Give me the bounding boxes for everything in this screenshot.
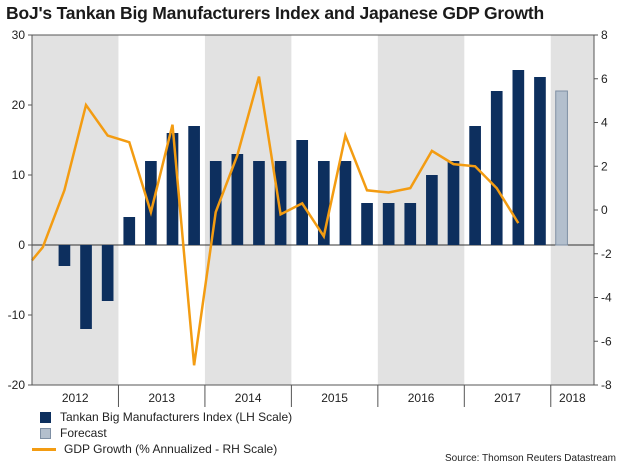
legend-swatch-forecast <box>40 427 51 439</box>
bar-tankan-2014Q3 <box>253 161 265 245</box>
bar-forecast-2018Q1 <box>555 90 568 246</box>
legend-item-tankan: Tankan Big Manufacturers Index (LH Scale… <box>32 409 292 425</box>
right-axis: -8 -6 -4 -2 0 2 4 6 8 <box>594 28 612 392</box>
bar-tankan-2015Q2 <box>317 161 330 245</box>
right-tick-label-8: 8 <box>601 28 608 42</box>
x-axis: 2012 2013 2014 2015 2016 2017 2018 <box>62 385 586 407</box>
year-label-2014: 2014 <box>235 391 262 405</box>
legend-label-forecast: Forecast <box>60 426 107 440</box>
left-tick-label-20: 20 <box>12 98 26 112</box>
right-tick-label-4: 4 <box>601 116 608 130</box>
right-tick-label-6: 6 <box>601 72 608 86</box>
bar-tankan-2014Q1 <box>209 161 222 245</box>
left-tick-label--10: -10 <box>8 308 26 322</box>
legend-label-gdp: GDP Growth (% Annualized - RH Scale) <box>64 442 278 456</box>
bar-tankan-2013Q3 <box>166 133 179 245</box>
year-label-2017: 2017 <box>494 391 521 405</box>
right-tick-label-0: 0 <box>601 203 608 217</box>
left-axis: -20 -10 0 10 20 30 <box>8 28 32 392</box>
year-label-2016: 2016 <box>408 391 435 405</box>
legend-item-forecast: Forecast <box>32 425 292 441</box>
left-tick-label-0: 0 <box>18 238 25 252</box>
bar-tankan-2015Q1 <box>296 140 309 245</box>
left-tick-label-30: 30 <box>12 28 26 42</box>
right-tick-label--6: -6 <box>601 334 612 348</box>
legend: Tankan Big Manufacturers Index (LH Scale… <box>32 409 292 457</box>
bar-tankan-2017Q1 <box>469 126 481 245</box>
year-label-2012: 2012 <box>62 391 89 405</box>
legend-item-gdp: GDP Growth (% Annualized - RH Scale) <box>32 441 292 457</box>
right-tick-label--8: -8 <box>601 378 612 392</box>
year-band-2012 <box>32 35 119 385</box>
gdp-growth-line <box>31 76 520 366</box>
right-tick-label--4: -4 <box>601 291 612 305</box>
bar-tankan-2013Q2 <box>145 161 157 245</box>
year-label-2013: 2013 <box>148 391 175 405</box>
bar-tankan-2016Q1 <box>382 203 395 245</box>
source-note: Source: Thomson Reuters Datastream <box>444 453 616 464</box>
line-series <box>31 76 520 366</box>
legend-swatch-tankan <box>40 411 51 423</box>
bar-tankan-2012Q4 <box>101 245 114 301</box>
year-label-2015: 2015 <box>321 391 348 405</box>
bar-tankan-2017Q4 <box>534 77 546 245</box>
legend-label-tankan: Tankan Big Manufacturers Index (LH Scale… <box>60 410 293 424</box>
bar-series <box>58 70 568 329</box>
bar-tankan-2016Q4 <box>447 161 460 245</box>
bar-tankan-2015Q3 <box>339 161 352 245</box>
bar-tankan-2012Q3 <box>80 245 92 329</box>
bar-tankan-2017Q3 <box>512 70 525 245</box>
bar-tankan-2013Q4 <box>188 126 200 245</box>
right-tick-label--2: -2 <box>601 247 612 261</box>
year-label-2018: 2018 <box>559 391 586 405</box>
bar-tankan-2016Q2 <box>404 203 417 245</box>
bar-tankan-2013Q1 <box>123 217 136 245</box>
legend-swatch-gdp <box>32 447 56 451</box>
chart-title: BoJ's Tankan Big Manufacturers Index and… <box>6 3 545 23</box>
left-tick-label-10: 10 <box>12 168 26 182</box>
bar-tankan-2014Q2 <box>231 154 244 245</box>
bar-tankan-2012Q2 <box>58 245 71 266</box>
bar-tankan-2017Q2 <box>490 91 503 245</box>
right-tick-label-2: 2 <box>601 159 608 173</box>
left-tick-label--20: -20 <box>8 378 26 392</box>
bar-tankan-2016Q3 <box>426 175 438 245</box>
bar-tankan-2014Q4 <box>274 161 287 245</box>
bar-tankan-2015Q4 <box>361 203 373 245</box>
